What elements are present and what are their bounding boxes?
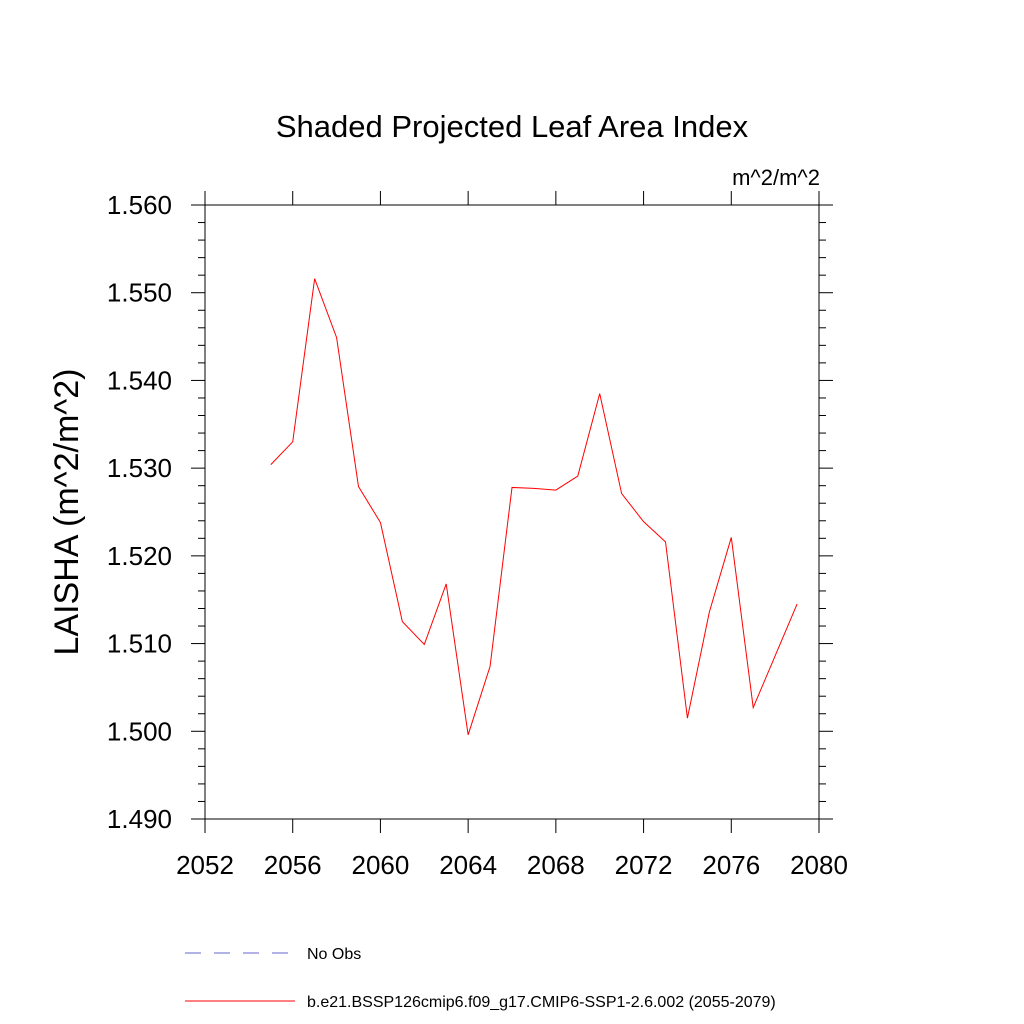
y-tick-label: 1.520	[107, 541, 172, 571]
units-label: m^2/m^2	[732, 165, 820, 190]
x-tick-label: 2064	[439, 850, 497, 880]
plot-frame	[204, 204, 820, 820]
y-tick-label: 1.510	[107, 629, 172, 659]
y-tick-label: 1.490	[107, 804, 172, 834]
x-tick-label: 2072	[615, 850, 673, 880]
y-axis-label: LAISHA (m^2/m^2)	[48, 369, 86, 656]
legend-label-no-obs: No Obs	[307, 946, 361, 963]
y-tick-label: 1.530	[107, 453, 172, 483]
x-tick-label: 2052	[176, 850, 234, 880]
axis-tick-labels: 2052 2056 2060 2064 2068 2072 2076 2080 1.490 1.5…	[107, 190, 848, 880]
x-tick-label: 2076	[702, 850, 760, 880]
y-tick-label: 1.540	[107, 365, 172, 395]
x-tick-label: 2080	[790, 850, 848, 880]
y-tick-label: 1.500	[107, 716, 172, 746]
series-group	[270, 278, 798, 735]
legend-label-model: b.e21.BSSP126cmip6.f09_g17.CMIP6-SSP1-2.…	[307, 994, 776, 1011]
series-line	[270, 278, 798, 735]
x-tick-label: 2068	[527, 850, 585, 880]
axis-ticks	[191, 191, 833, 833]
y-tick-label: 1.550	[107, 278, 172, 308]
legend: No Obs b.e21.BSSP126cmip6.f09_g17.CMIP6-…	[185, 946, 776, 1011]
x-tick-label: 2056	[264, 850, 322, 880]
chart-title: Shaded Projected Leaf Area Index	[276, 109, 749, 144]
x-tick-label: 2060	[352, 850, 410, 880]
y-tick-label: 1.560	[107, 190, 172, 220]
